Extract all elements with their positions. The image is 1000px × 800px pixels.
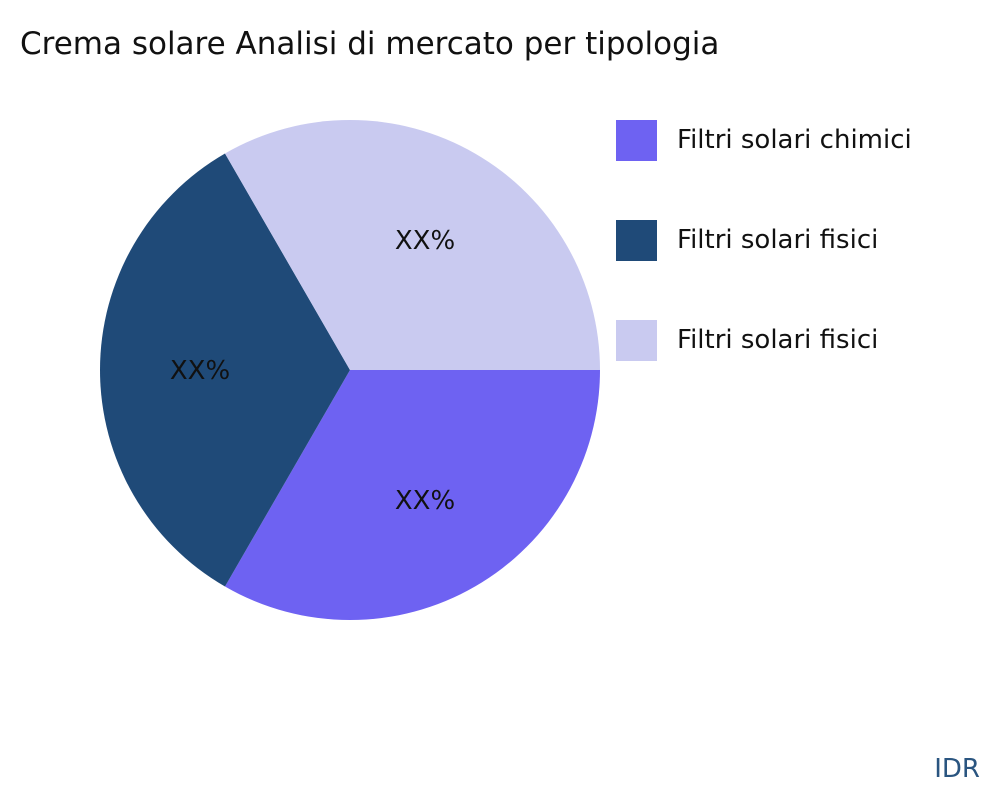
legend-label: Filtri solari chimici	[677, 125, 912, 155]
brand-logo: IDR	[934, 754, 980, 784]
legend-label: Filtri solari fisici	[677, 325, 879, 355]
legend-swatch	[616, 119, 657, 161]
legend-item[interactable]: Filtri solari fisici	[616, 219, 912, 261]
pie-slice[interactable]	[225, 370, 600, 620]
legend-item[interactable]: Filtri solari fisici	[616, 319, 912, 361]
slice-data-label: XX%	[395, 226, 455, 256]
chart-title: Crema solare Analisi di mercato per tipo…	[20, 26, 720, 62]
slice-data-label: XX%	[170, 356, 230, 386]
slice-data-label: XX%	[395, 486, 455, 516]
pie-slice[interactable]	[225, 119, 600, 370]
legend-swatch	[616, 319, 657, 361]
legend-item[interactable]: Filtri solari chimici	[616, 119, 912, 161]
legend-label: Filtri solari fisici	[677, 225, 879, 255]
legend: Filtri solari chimici Filtri solari fisi…	[616, 119, 912, 420]
legend-swatch	[616, 219, 657, 261]
